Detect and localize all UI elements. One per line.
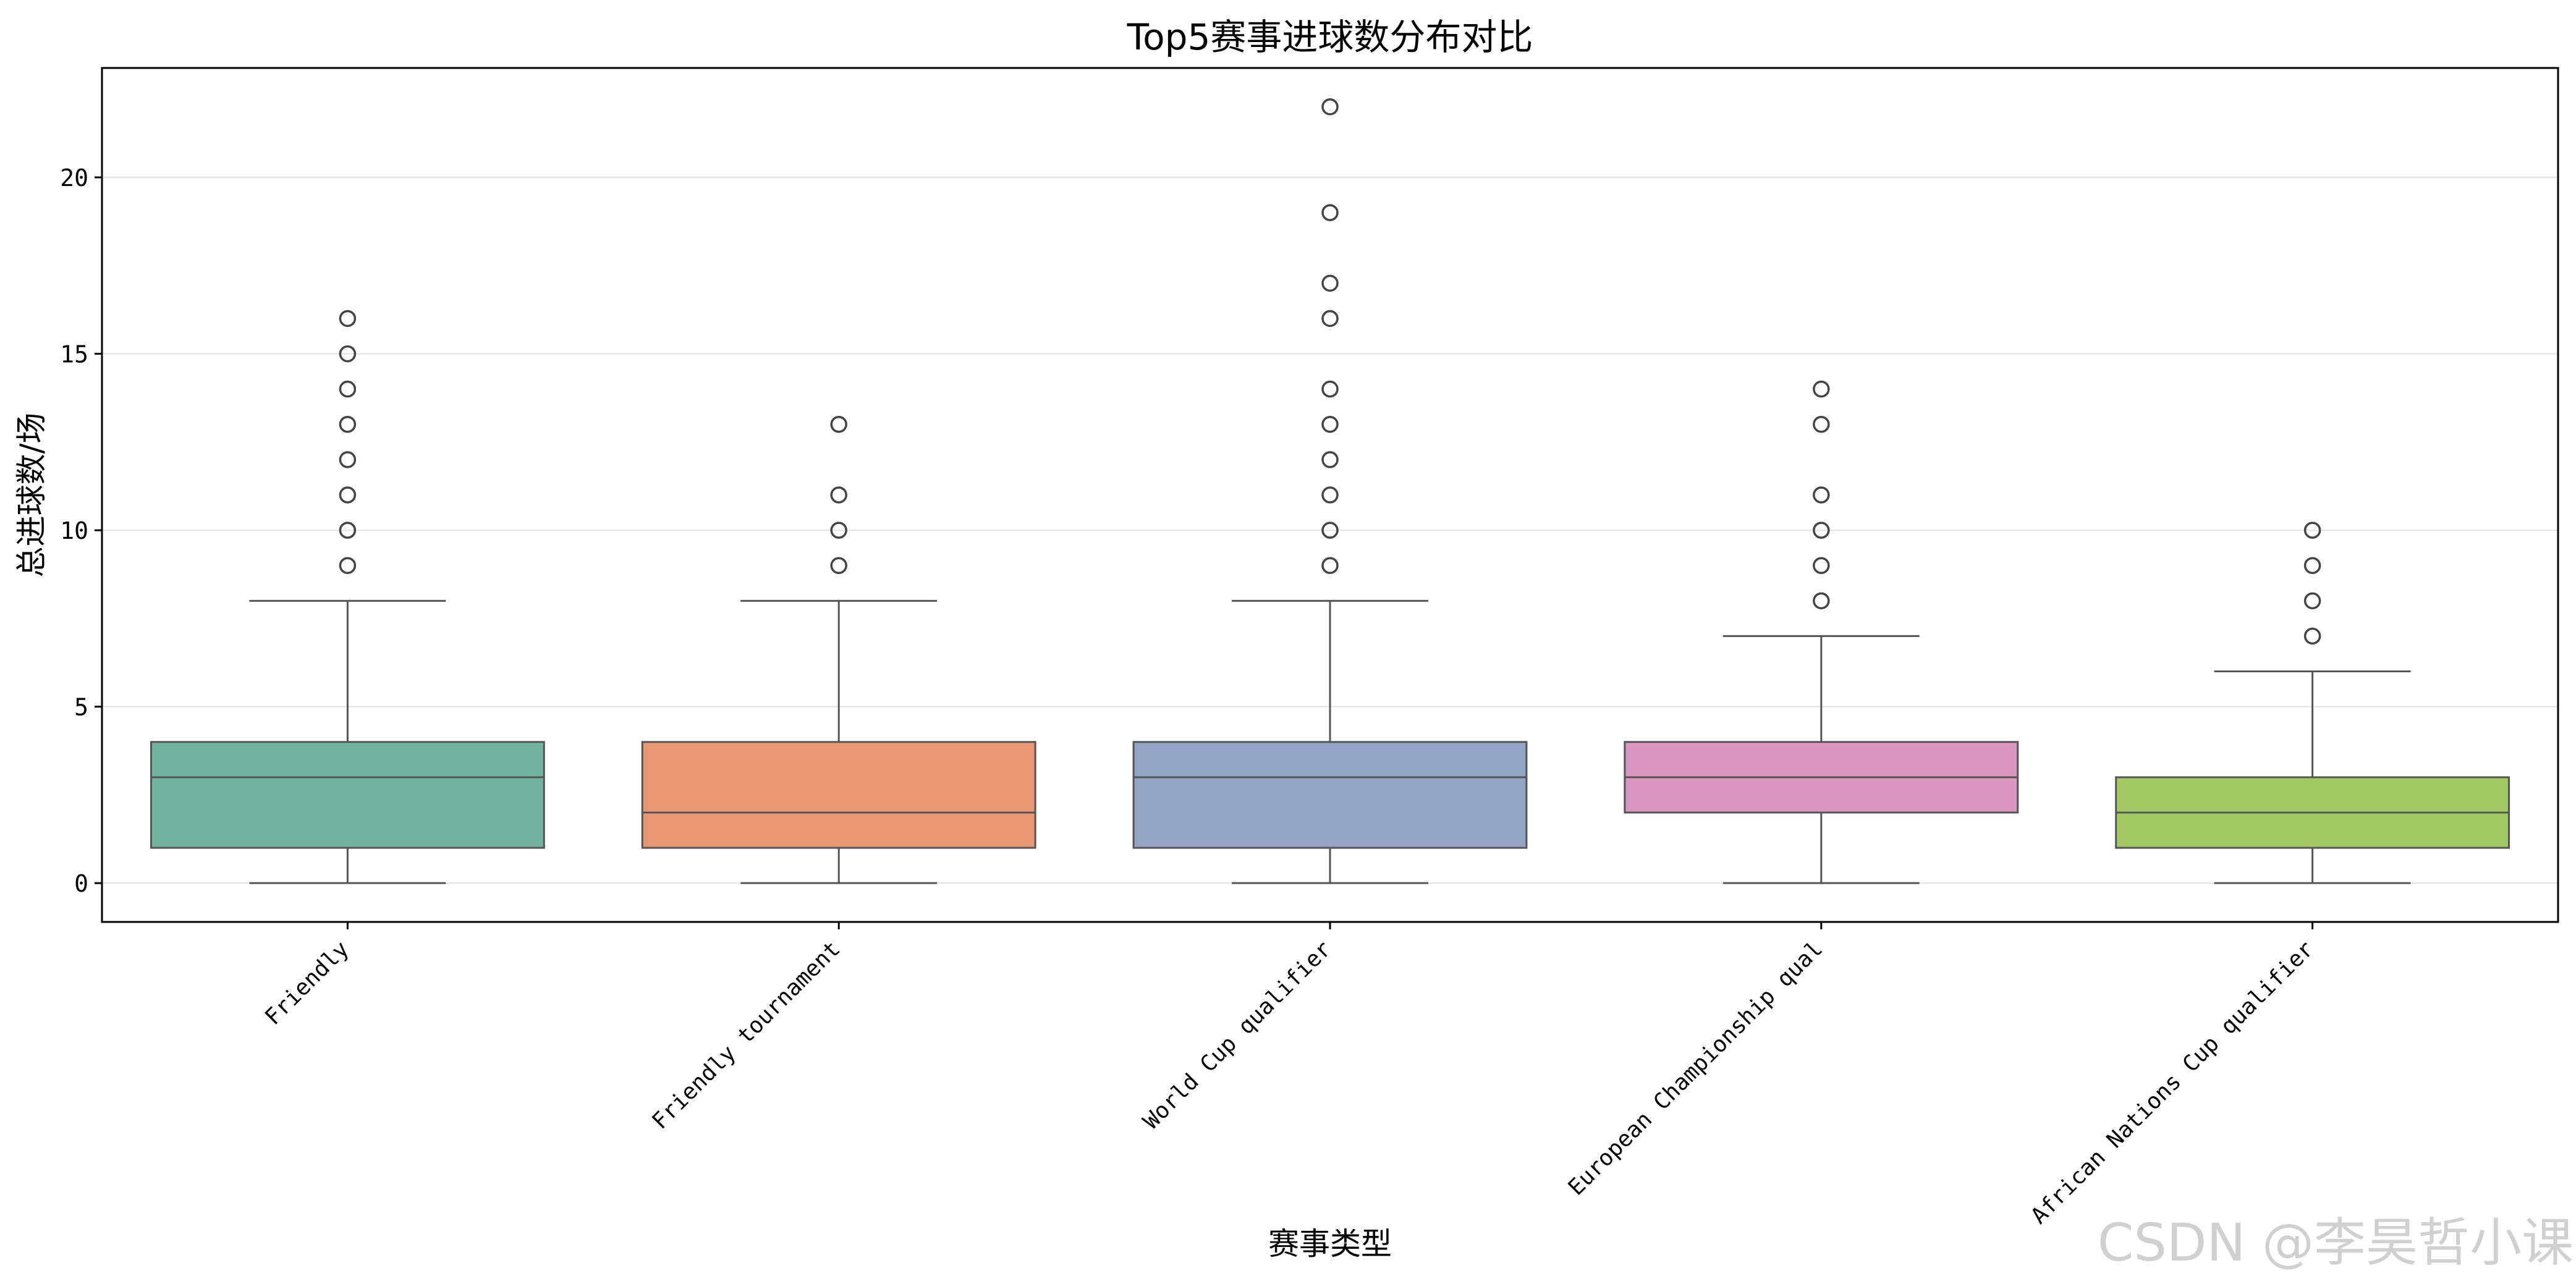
- x-tick-label: African Nations Cup qualifier: [2027, 936, 2319, 1228]
- outlier-point: [1813, 522, 1830, 539]
- box-group: [641, 416, 1036, 884]
- outlier-point: [339, 416, 357, 433]
- x-tick-label: European Championship qual: [1564, 936, 1828, 1200]
- outlier-point: [1813, 380, 1830, 398]
- outlier-point: [830, 416, 847, 433]
- outlier-point: [339, 451, 357, 468]
- y-tick-label: 10: [60, 517, 88, 544]
- box-iqr: [1132, 741, 1528, 849]
- x-tick-label: Friendly tournament: [647, 936, 845, 1134]
- outlier-point: [339, 486, 357, 504]
- x-tick-label: Friendly: [260, 936, 354, 1030]
- y-tick-label: 5: [74, 694, 88, 721]
- outlier-point: [1321, 310, 1339, 327]
- outlier-point: [830, 522, 847, 539]
- outlier-point: [339, 557, 357, 574]
- outlier-point: [1321, 204, 1339, 221]
- outlier-point: [1321, 486, 1339, 504]
- outlier-point: [1813, 557, 1830, 574]
- outlier-point: [1813, 592, 1830, 610]
- box-group: [1132, 98, 1528, 884]
- outlier-point: [339, 380, 357, 398]
- outlier-point: [339, 310, 357, 327]
- outlier-point: [1321, 98, 1339, 116]
- outlier-point: [2303, 522, 2321, 539]
- box-group: [2115, 522, 2510, 884]
- box-group: [150, 310, 545, 884]
- outlier-point: [1321, 451, 1339, 468]
- watermark: CSDN @李昊哲小课: [2097, 1212, 2574, 1273]
- outlier-point: [2303, 627, 2321, 645]
- box-iqr: [150, 741, 545, 849]
- outlier-point: [2303, 557, 2321, 574]
- outlier-point: [830, 557, 847, 574]
- outlier-point: [1321, 380, 1339, 398]
- outlier-point: [1813, 486, 1830, 504]
- y-axis-label: 总进球数/场: [14, 413, 49, 578]
- y-tick-label: 15: [60, 341, 88, 368]
- outlier-point: [1321, 416, 1339, 433]
- outlier-point: [830, 486, 847, 504]
- x-axis-label: 赛事类型: [1268, 1226, 1392, 1262]
- chart-title: Top5赛事进球数分布对比: [1127, 16, 1533, 58]
- y-tick-label: 20: [60, 164, 88, 192]
- outlier-point: [1321, 522, 1339, 539]
- box-group: [1624, 380, 2019, 884]
- outlier-point: [1321, 274, 1339, 292]
- box-iqr: [641, 741, 1036, 849]
- outlier-point: [1321, 557, 1339, 574]
- outlier-point: [339, 522, 357, 539]
- outlier-point: [1813, 416, 1830, 433]
- outlier-point: [2303, 592, 2321, 610]
- x-tick-label: World Cup qualifier: [1138, 936, 1336, 1134]
- y-tick-label: 0: [74, 870, 88, 897]
- outlier-point: [339, 345, 357, 363]
